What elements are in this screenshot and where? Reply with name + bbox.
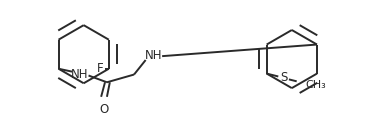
- Text: O: O: [99, 103, 109, 116]
- Text: F: F: [97, 62, 104, 75]
- Text: NH: NH: [71, 68, 89, 81]
- Text: CH₃: CH₃: [305, 80, 326, 90]
- Text: NH: NH: [145, 49, 162, 62]
- Text: S: S: [280, 71, 288, 84]
